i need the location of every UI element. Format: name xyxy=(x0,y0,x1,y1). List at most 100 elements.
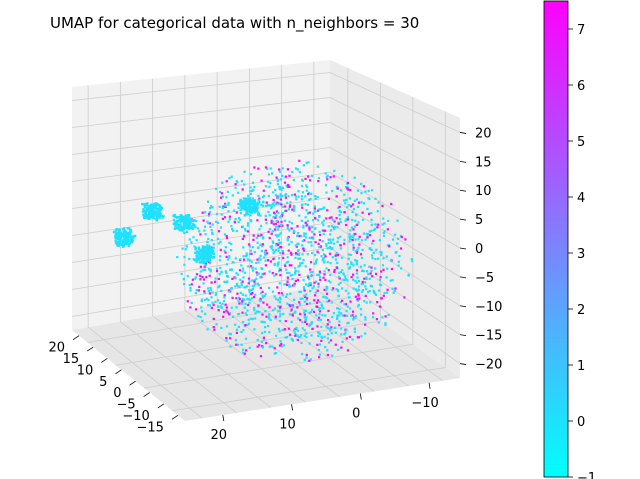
scatter-point xyxy=(345,310,348,313)
scatter-point xyxy=(255,208,259,212)
scatter-point xyxy=(350,276,353,279)
scatter-point xyxy=(315,260,318,263)
scatter-point xyxy=(274,194,277,197)
scatter-point xyxy=(328,320,331,323)
scatter-point xyxy=(311,327,314,330)
scatter-point xyxy=(261,273,264,276)
scatter-point xyxy=(244,312,247,315)
scatter-point xyxy=(305,309,308,312)
scatter-point xyxy=(308,228,311,231)
scatter-point xyxy=(292,284,295,287)
scatter-point xyxy=(275,242,278,246)
scatter-point xyxy=(349,189,352,192)
scatter-point xyxy=(244,199,247,202)
scatter-point xyxy=(310,241,313,244)
scatter-point xyxy=(158,210,161,213)
scatter-point xyxy=(244,227,247,230)
scatter-point xyxy=(351,314,354,317)
scatter-point xyxy=(336,317,339,321)
scatter-point xyxy=(341,175,344,178)
scatter-point xyxy=(337,275,341,278)
scatter-point xyxy=(230,243,233,246)
scatter-point xyxy=(386,291,389,294)
scatter-point xyxy=(258,228,261,231)
scatter-point xyxy=(337,206,340,210)
scatter-point xyxy=(309,261,313,264)
scatter-point xyxy=(353,327,356,330)
scatter-point xyxy=(360,182,363,186)
scatter-point xyxy=(314,241,317,244)
scatter-point xyxy=(124,232,128,235)
scatter-point xyxy=(182,223,186,226)
scatter-point xyxy=(208,274,211,277)
scatter-point xyxy=(222,315,225,318)
scatter-point xyxy=(318,353,321,356)
scatter-point xyxy=(361,211,364,214)
scatter-point xyxy=(228,241,231,244)
scatter-point xyxy=(230,268,233,271)
scatter-point xyxy=(346,181,349,184)
scatter-point xyxy=(211,301,214,304)
scatter-point xyxy=(220,213,223,216)
scatter-point xyxy=(252,201,255,204)
scatter-point xyxy=(205,276,208,279)
scatter-point xyxy=(287,195,290,198)
scatter-point xyxy=(255,261,258,264)
scatter-point xyxy=(338,205,341,208)
scatter-point xyxy=(301,253,304,256)
scatter-point xyxy=(311,271,314,274)
scatter-point xyxy=(220,289,223,292)
scatter-point xyxy=(250,260,253,263)
scatter-point xyxy=(238,285,241,288)
scatter-point xyxy=(318,356,321,359)
scatter-point xyxy=(326,353,329,357)
scatter-point xyxy=(117,232,120,236)
scatter-point xyxy=(327,238,330,241)
scatter-point xyxy=(203,268,207,271)
scatter-point xyxy=(249,201,252,204)
scatter-point xyxy=(286,239,289,242)
scatter-point xyxy=(327,241,330,245)
scatter-point xyxy=(322,232,325,235)
scatter-point xyxy=(264,253,267,256)
scatter-point xyxy=(284,336,287,339)
scatter-point xyxy=(294,334,297,337)
scatter-point xyxy=(269,245,272,248)
scatter-point xyxy=(367,273,370,276)
scatter-point xyxy=(296,249,300,252)
scatter-point xyxy=(328,327,331,330)
scatter-point xyxy=(204,253,208,256)
y-tick-mark xyxy=(291,404,293,411)
scatter-point xyxy=(355,281,358,284)
scatter-point xyxy=(247,298,250,301)
scatter-point xyxy=(278,186,281,189)
scatter-point xyxy=(299,297,302,300)
scatter-point xyxy=(281,194,284,197)
scatter-point xyxy=(282,252,285,255)
scatter-point xyxy=(205,259,209,263)
scatter-point xyxy=(333,220,336,223)
scatter-point xyxy=(248,301,251,304)
scatter-point xyxy=(243,306,246,309)
scatter-point xyxy=(274,317,277,320)
scatter-point xyxy=(279,246,282,249)
scatter-point xyxy=(239,198,242,202)
scatter-point xyxy=(339,247,342,250)
scatter-point xyxy=(203,257,206,261)
scatter-point xyxy=(316,250,319,253)
scatter-point xyxy=(314,195,317,198)
scatter-point xyxy=(211,250,214,254)
scatter-point xyxy=(241,225,244,228)
scatter-point xyxy=(294,279,297,282)
scatter-point xyxy=(323,288,326,291)
scatter-point xyxy=(333,326,336,329)
scatter-point xyxy=(257,194,260,197)
scatter-point xyxy=(368,197,371,201)
scatter-point xyxy=(256,241,259,244)
scatter-point xyxy=(326,247,329,250)
scatter-point xyxy=(225,306,228,309)
scatter-point xyxy=(195,289,198,292)
scatter-point xyxy=(361,218,365,221)
scatter-point xyxy=(320,255,323,258)
scatter-point xyxy=(303,294,306,297)
